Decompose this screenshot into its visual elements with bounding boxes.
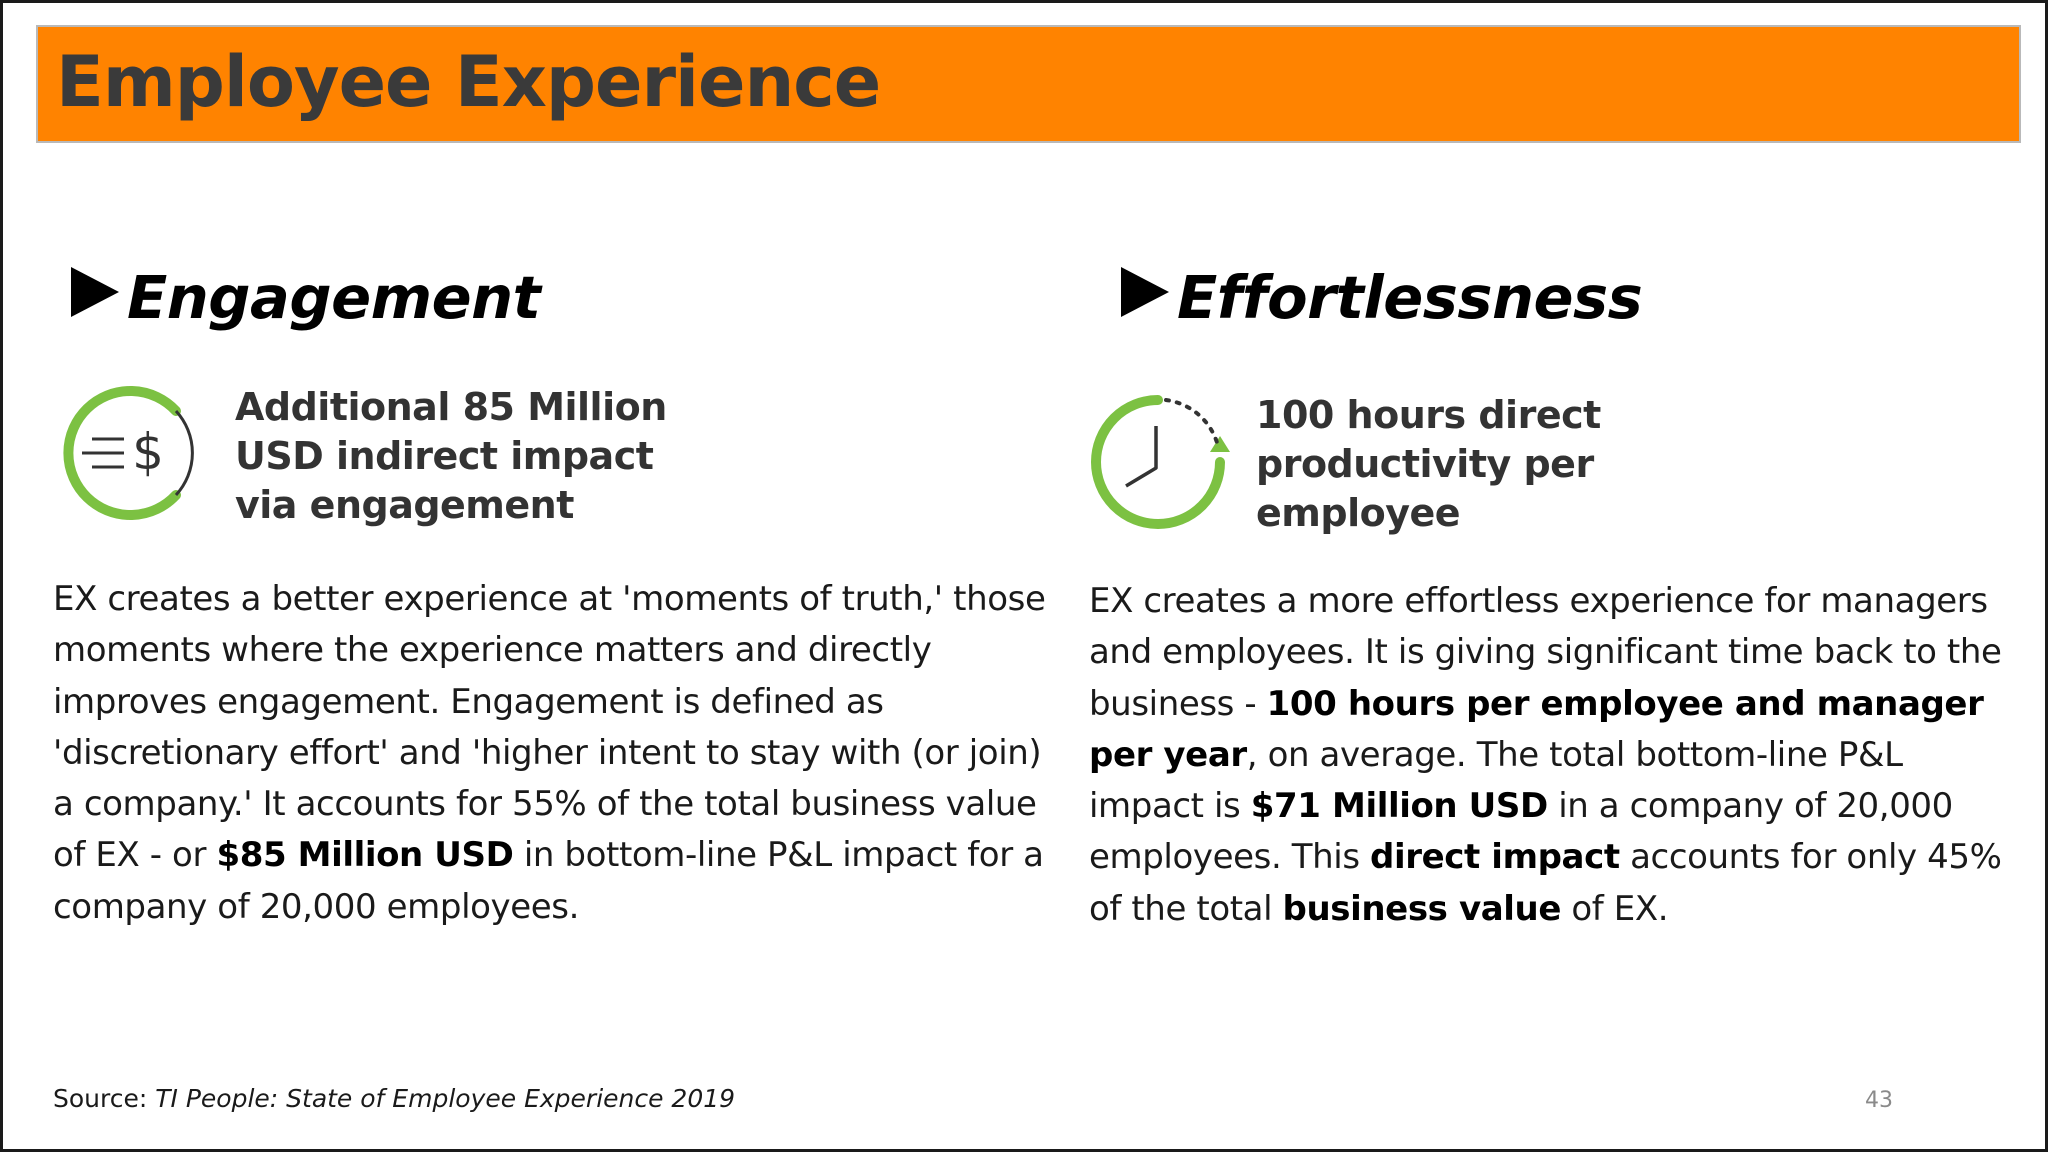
svg-text:$: $	[132, 423, 164, 481]
source-label: Source:	[53, 1084, 156, 1113]
engagement-heading: Engagement	[71, 258, 541, 338]
title-bar: Employee Experience	[36, 25, 2021, 143]
effortlessness-stat-line: 100 hours direct	[1256, 393, 1601, 437]
dollar-cycle-icon: $	[63, 386, 194, 520]
effortlessness-heading: Effortlessness	[1121, 258, 1643, 338]
engagement-paragraph: EX creates a better experience at 'momen…	[53, 579, 1046, 927]
bullet-arrow-icon	[71, 267, 119, 317]
effortlessness-heading-text: Effortlessness	[1177, 263, 1643, 332]
source-title: TI People: State of Employee Experience …	[155, 1084, 736, 1113]
bullet-arrow-icon	[1121, 267, 1169, 317]
engagement-stat-line: Additional 85 Million	[235, 385, 667, 429]
effortlessness-stat-line: productivity per	[1256, 442, 1594, 486]
page-number: 43	[1865, 1088, 1893, 1113]
effortlessness-stat: 100 hours direct productivity per employ…	[1256, 391, 1736, 538]
engagement-heading-text: Engagement	[127, 263, 541, 332]
source-note: Source: TI People: State of Employee Exp…	[53, 1081, 735, 1117]
effortlessness-paragraph: EX creates a more effortless experience …	[1089, 581, 2002, 929]
clock-cycle-icon	[1091, 395, 1230, 529]
effortlessness-stat-line: employee	[1256, 491, 1461, 535]
slide-title: Employee Experience	[56, 41, 881, 123]
engagement-stat-line: USD indirect impact	[235, 434, 654, 478]
engagement-stat: Additional 85 Million USD indirect impac…	[235, 383, 755, 530]
engagement-stat-line: via engagement	[235, 483, 574, 527]
